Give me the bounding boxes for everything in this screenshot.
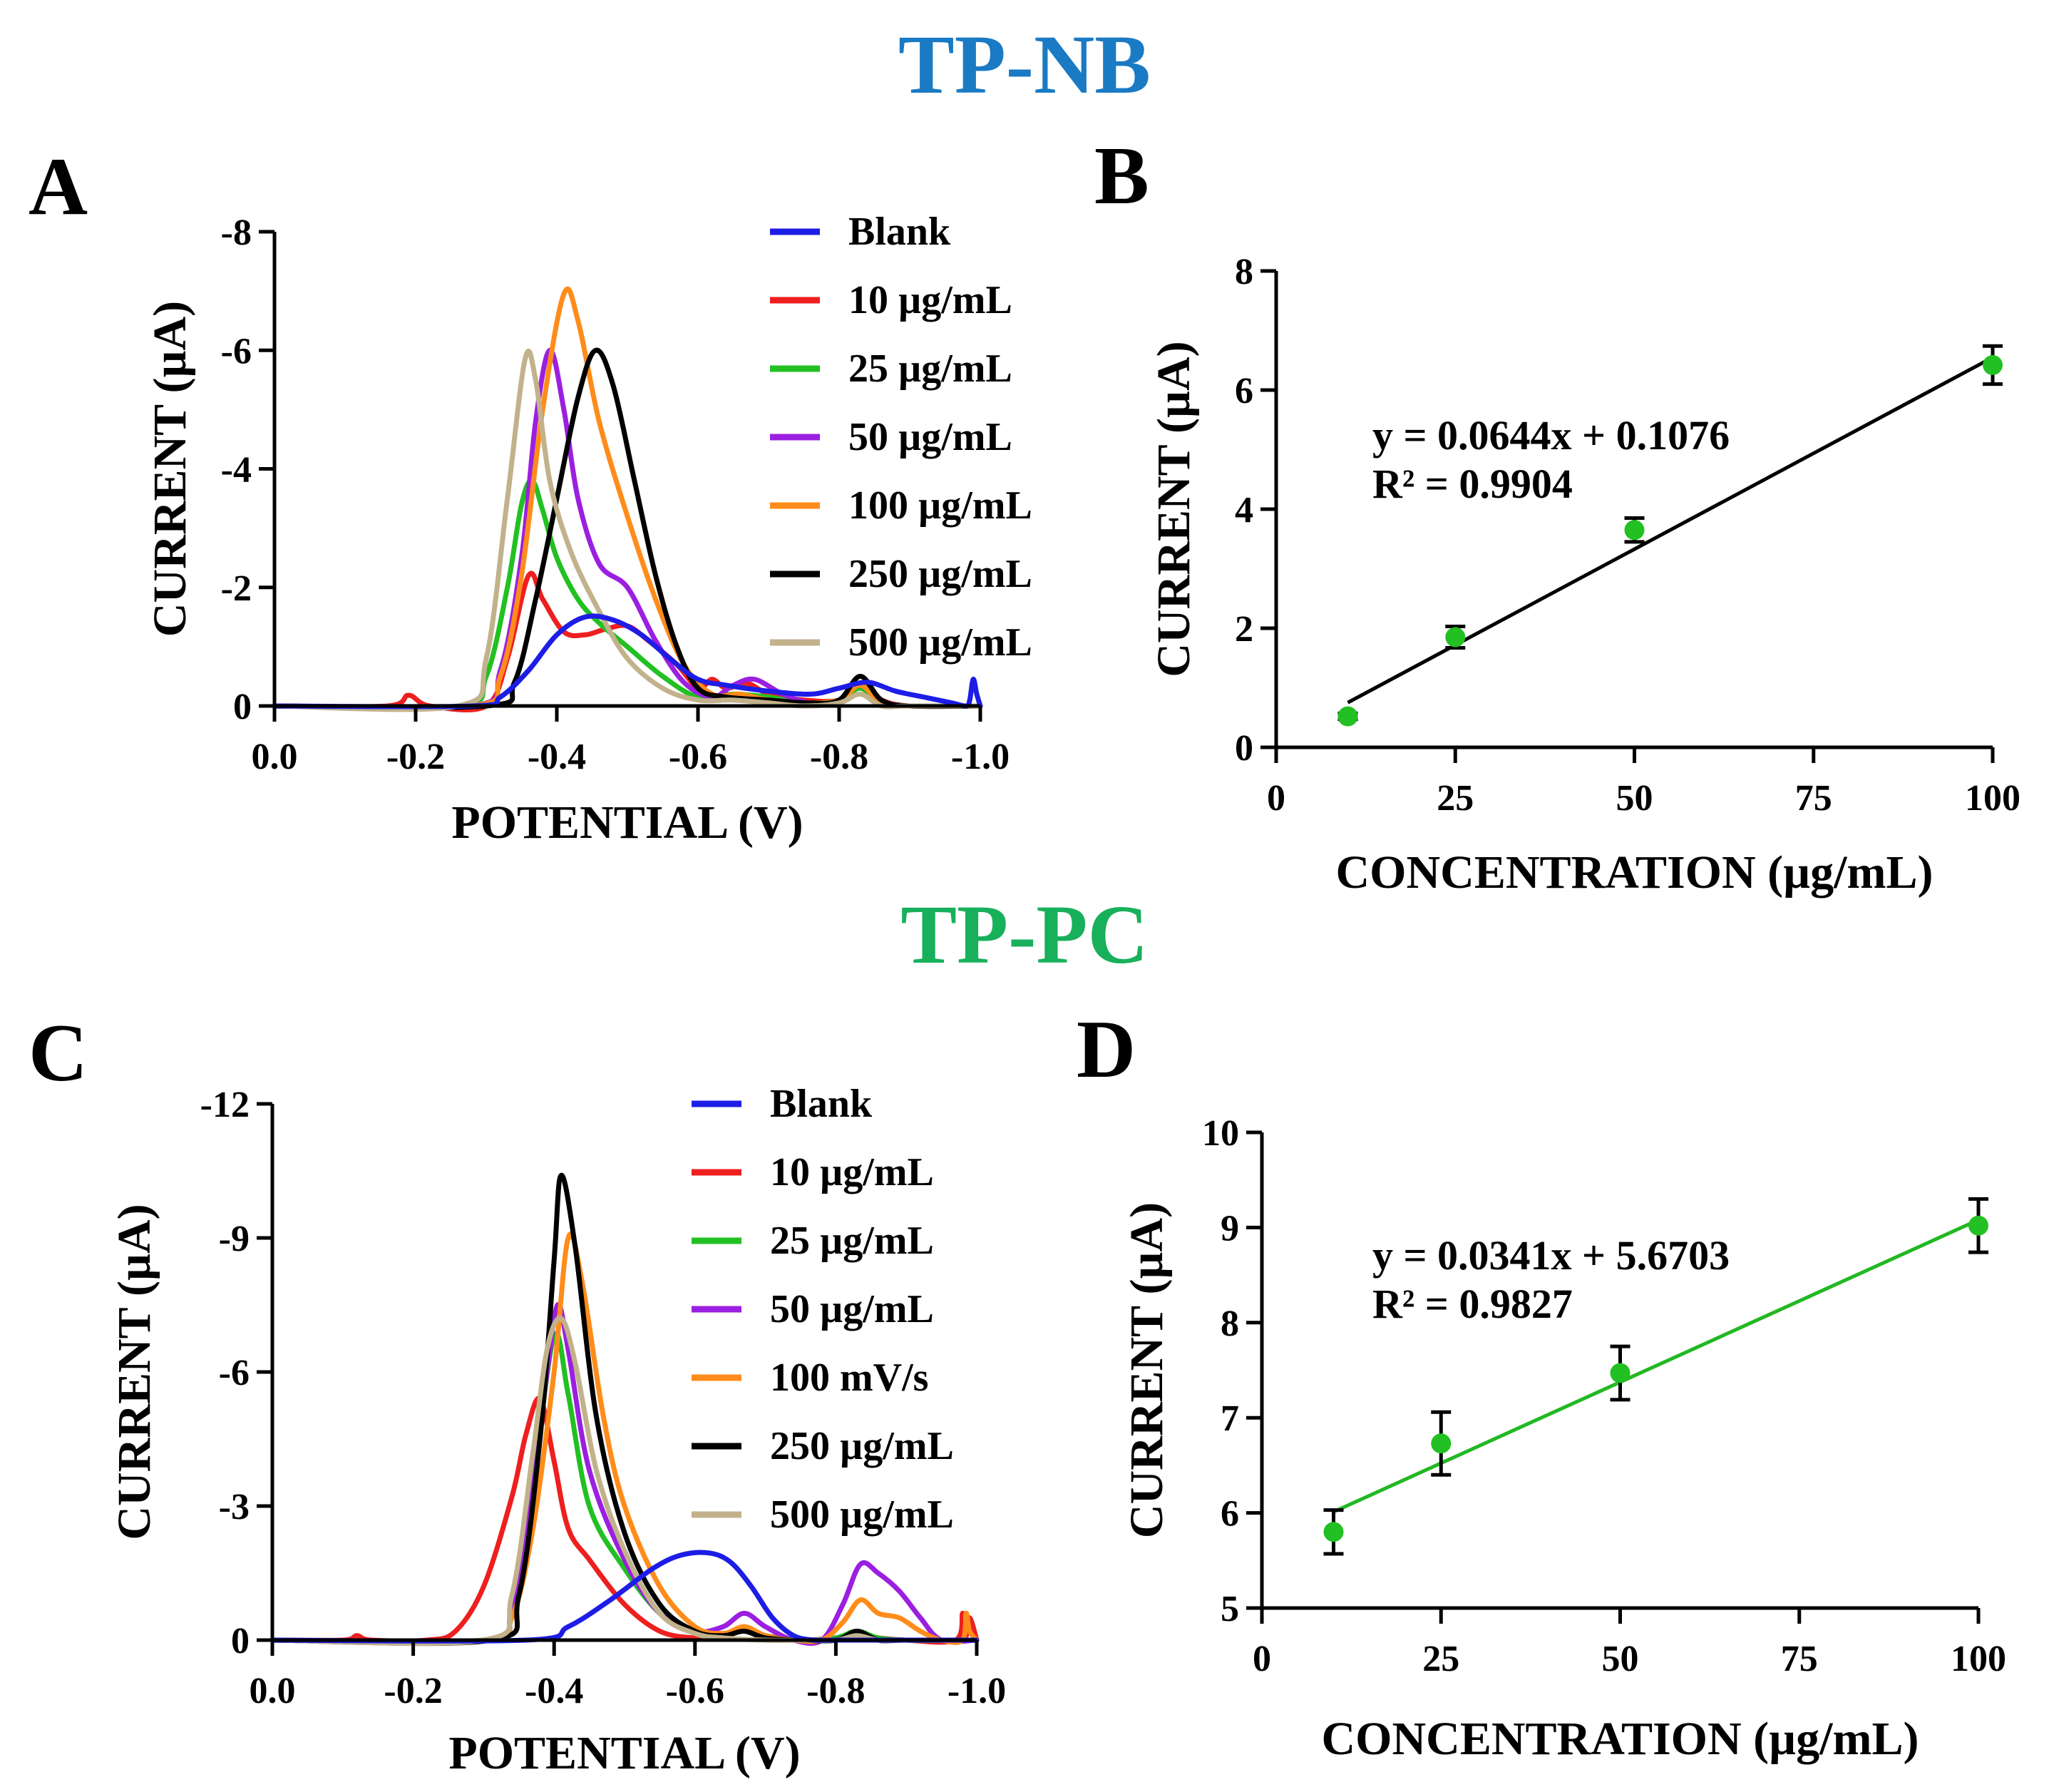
x-tick-label: 25 [1422,1639,1459,1679]
legend-label-blank: Blank [770,1082,873,1126]
y-tick-label: 8 [1235,252,1253,292]
x-tick-label: -0.2 [384,1671,442,1711]
data-point [1624,520,1645,541]
x-tick-label: -0.6 [669,737,727,777]
x-tick-label: -0.8 [806,1671,865,1711]
y-tick-label: 0 [233,687,252,727]
y-tick-label: -4 [221,450,252,491]
y-tick-label: 5 [1221,1589,1239,1629]
y-tick-label: 2 [1235,609,1253,650]
regression-equation: y = 0.0644x + 0.1076 [1372,412,1730,459]
y-axis-title: CURRENT (µA) [1148,341,1200,677]
legend-label-250-g-ml: 250 µg/mL [770,1424,954,1468]
data-point [1610,1363,1631,1383]
section-title-tp-pc: TP-PC [900,888,1148,981]
data-point [1323,1522,1344,1542]
panel-letter-a: A [29,141,88,232]
x-tick-label: 25 [1437,778,1474,819]
legend: Blank 10 µg/mL 25 µg/mL 50 µg/mL 100 µg/mL 25… [770,210,1032,665]
legend-label-25-g-ml: 25 µg/mL [848,347,1012,391]
x-tick-label: -1.0 [948,1671,1006,1711]
section-title-tp-nb: TP-NB [898,18,1151,111]
data-point [1445,627,1466,647]
y-axis-title: CURRENT (µA) [108,1204,160,1540]
panel-letter-c: C [29,1008,88,1098]
x-tick-label: -0.6 [666,1671,724,1711]
legend-label-250-g-ml: 250 µg/mL [848,552,1032,596]
y-tick-label: 6 [1235,371,1253,411]
x-tick-label: 100 [1965,778,2020,819]
panel-letter-b: B [1094,130,1149,221]
series-line-100-mv-s [269,1231,980,1645]
fit-line [1347,356,1994,705]
legend: Blank 10 µg/mL 25 µg/mL 50 µg/mL 100 mV/s 250… [692,1082,954,1537]
data-point [1431,1433,1452,1454]
x-tick-label: 0 [1253,1639,1271,1679]
r-squared: R² = 0.9827 [1372,1281,1573,1327]
x-tick-label: -0.4 [525,1671,583,1711]
x-tick-label: 100 [1951,1639,2006,1679]
y-tick-label: 0 [1235,728,1253,769]
series-line-500-g-ml [272,348,983,712]
panel-letter-d: D [1077,1004,1136,1095]
r-squared: R² = 0.9904 [1372,461,1573,507]
y-tick-label: -9 [219,1219,250,1259]
y-tick-label: 0 [231,1621,250,1662]
x-axis-title: POTENTIAL (V) [448,1727,800,1779]
y-tick-label: -12 [200,1085,250,1125]
legend-label-blank: Blank [848,210,951,254]
x-tick-label: -0.8 [810,737,868,777]
x-axis-title: POTENTIAL (V) [451,797,803,849]
x-tick-label: 50 [1616,778,1653,819]
y-tick-label: 8 [1221,1304,1239,1344]
y-tick-label: 10 [1202,1113,1239,1154]
legend-label-50-g-ml: 50 µg/mL [848,415,1012,459]
legend-label-10-g-ml: 10 µg/mL [848,278,1012,322]
y-tick-label: -2 [221,568,252,609]
chart-panel-c: 0 -3 -6 -9 -12 0.0 -0.2 -0.4 -0.6 -0.8 -1.0 POTENTI… [108,1082,1006,1779]
legend-label-500-g-ml: 500 µg/mL [770,1493,954,1537]
y-tick-label: -6 [221,331,252,372]
y-axis-title: CURRENT (µA) [1121,1202,1173,1538]
x-tick-label: 75 [1795,778,1832,819]
y-tick-label: 6 [1221,1494,1239,1535]
legend-label-50-g-ml: 50 µg/mL [770,1287,934,1331]
legend-label-100-mv-s: 100 mV/s [770,1356,928,1400]
x-tick-label: 0 [1267,778,1285,819]
series-line-250-g-ml [272,347,983,710]
x-tick-label: 75 [1781,1639,1818,1679]
x-tick-label: 50 [1602,1639,1639,1679]
y-tick-label: -6 [219,1353,250,1393]
data-point [1337,706,1358,727]
legend-label-500-g-ml: 500 µg/mL [848,620,1032,665]
legend-label-10-g-ml: 10 µg/mL [770,1150,934,1194]
y-tick-label: 7 [1221,1398,1239,1439]
chart-panel-b: 0 2 4 6 8 0 25 50 75 100 CONCENTRATION (µg/mL) CURR… [1148,252,2020,898]
y-tick-label: -3 [219,1487,250,1527]
y-tick-label: 4 [1235,490,1253,531]
legend-label-100-g-ml: 100 µg/mL [848,483,1032,528]
y-tick-label: -8 [221,213,252,253]
legend-label-25-g-ml: 25 µg/mL [770,1219,934,1263]
chart-panel-a: 0 -2 -4 -6 -8 0.0 -0.2 -0.4 -0.6 -0.8 -1.0 POTENTIA… [144,210,1032,849]
x-tick-label: 0.0 [252,737,298,777]
x-axis-title: CONCENTRATION (µg/mL) [1336,846,1934,898]
data-point [1983,354,2003,375]
x-tick-label: -0.4 [528,737,586,777]
y-tick-label: 9 [1221,1208,1239,1249]
data-point [1968,1215,1988,1236]
x-axis-title: CONCENTRATION (µg/mL) [1322,1713,1919,1765]
x-tick-label: -0.2 [386,737,445,777]
x-tick-label: 0.0 [250,1671,296,1711]
x-tick-label: -1.0 [951,737,1010,777]
regression-equation: y = 0.0341x + 5.6703 [1372,1232,1730,1279]
y-axis-title: CURRENT (µA) [144,301,196,637]
series-line-500-g-ml [269,1316,980,1647]
